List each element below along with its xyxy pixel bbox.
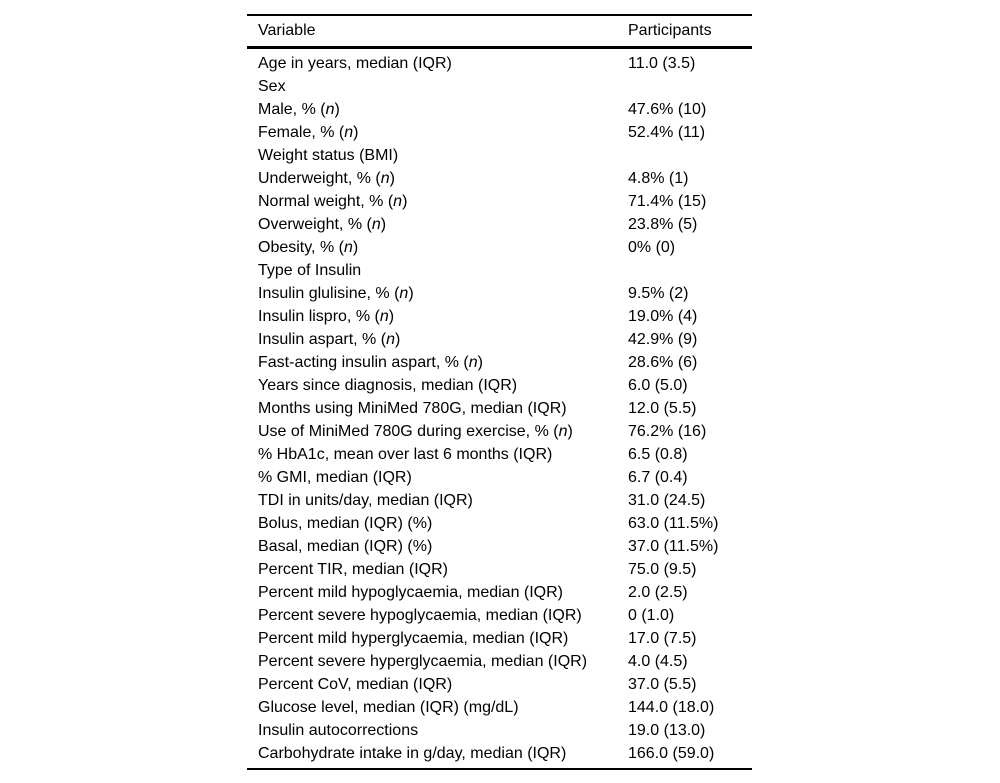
table-row: Insulin aspart, % (n) 42.9% (9) [247,328,752,351]
row-label: Underweight, % (n) [258,169,395,187]
row-label: Percent CoV, median (IQR) [258,675,453,693]
table-row: Months using MiniMed 780G, median (IQR) 1… [247,397,752,420]
column-header-participants: Participants [628,22,712,39]
row-label: Percent mild hyperglycaemia, median (IQR… [258,629,569,647]
row-label: Sex [258,77,286,95]
row-label: Fast-acting insulin aspart, % (n) [258,353,483,371]
row-value: 75.0 (9.5) [628,560,697,578]
row-label: TDI in units/day, median (IQR) [258,491,473,509]
table-row: Use of MiniMed 780G during exercise, % (… [247,420,752,443]
table-row: Male, % (n) 47.6% (10) [247,98,752,121]
row-label: Insulin aspart, % (n) [258,330,401,348]
row-value: 19.0 (13.0) [628,721,706,739]
table-row: Bolus, median (IQR) (%) 63.0 (11.5%) [247,512,752,535]
table-row: Age in years, median (IQR) 11.0 (3.5) [247,52,752,75]
row-label: Use of MiniMed 780G during exercise, % (… [258,422,573,440]
row-label: Glucose level, median (IQR) (mg/dL) [258,698,519,716]
table-row: Weight status (BMI) [247,144,752,167]
row-value: 19.0% (4) [628,307,698,325]
table-row: Glucose level, median (IQR) (mg/dL) 144.0… [247,696,752,719]
row-label: Percent TIR, median (IQR) [258,560,448,578]
row-label: Percent mild hypoglycaemia, median (IQR) [258,583,564,601]
row-label: % GMI, median (IQR) [258,468,412,486]
row-label: Normal weight, % (n) [258,192,408,210]
row-value: 17.0 (7.5) [628,629,697,647]
row-value: 37.0 (11.5%) [628,537,719,555]
row-value: 28.6% (6) [628,353,698,371]
table-row: Underweight, % (n) 4.8% (1) [247,167,752,190]
row-label: Overweight, % (n) [258,215,387,233]
table-row: % HbA1c, mean over last 6 months (IQR) 6.… [247,443,752,466]
table-row: Percent mild hypoglycaemia, median (IQR)… [247,581,752,604]
table-row: Female, % (n) 52.4% (11) [247,121,752,144]
row-value: 6.0 (5.0) [628,376,688,394]
row-label: Obesity, % (n) [258,238,359,256]
table-row: Sex [247,75,752,98]
row-value: 11.0 (3.5) [628,54,696,72]
row-label: Years since diagnosis, median (IQR) [258,376,518,394]
row-value: 12.0 (5.5) [628,399,697,417]
row-value: 2.0 (2.5) [628,583,688,601]
row-value: 0 (1.0) [628,606,675,624]
table-row: Type of Insulin [247,259,752,282]
row-value: 4.8% (1) [628,169,689,187]
row-label: Months using MiniMed 780G, median (IQR) [258,399,567,417]
row-value: 63.0 (11.5%) [628,514,719,532]
row-label: Bolus, median (IQR) (%) [258,514,433,532]
table-row: TDI in units/day, median (IQR) 31.0 (24.5… [247,489,752,512]
row-value: 37.0 (5.5) [628,675,697,693]
row-value: 166.0 (59.0) [628,744,715,762]
row-value: 0% (0) [628,238,676,256]
row-value: 52.4% (11) [628,123,706,141]
participants-table: Variable Participants Age in years, medi… [247,14,752,770]
column-header-variable: Variable [258,22,316,39]
row-value: 144.0 (18.0) [628,698,715,716]
table-row: Insulin autocorrections 19.0 (13.0) [247,719,752,742]
row-value: 42.9% (9) [628,330,698,348]
table-row: Overweight, % (n) 23.8% (5) [247,213,752,236]
table-header-row: Variable Participants [247,16,752,49]
table-row: Insulin glulisine, % (n) 9.5% (2) [247,282,752,305]
row-label: Percent severe hypoglycaemia, median (IQ… [258,606,582,624]
row-label: Type of Insulin [258,261,362,279]
table-row: Obesity, % (n) 0% (0) [247,236,752,259]
table-row: Insulin lispro, % (n) 19.0% (4) [247,305,752,328]
row-value: 23.8% (5) [628,215,698,233]
row-value: 4.0 (4.5) [628,652,688,670]
row-label: Carbohydrate intake in g/day, median (IQ… [258,744,567,762]
table-row: Percent severe hyperglycaemia, median (I… [247,650,752,673]
row-label: Percent severe hyperglycaemia, median (I… [258,652,588,670]
table-body: Age in years, median (IQR) 11.0 (3.5) Sex M… [247,49,752,768]
row-label: Insulin autocorrections [258,721,419,739]
table-row: Percent severe hypoglycaemia, median (IQ… [247,604,752,627]
row-label: Weight status (BMI) [258,146,399,164]
table-row: Fast-acting insulin aspart, % (n) 28.6% (… [247,351,752,374]
table-row: Percent TIR, median (IQR) 75.0 (9.5) [247,558,752,581]
row-label: % HbA1c, mean over last 6 months (IQR) [258,445,553,463]
row-value: 76.2% (16) [628,422,707,440]
table-row: Basal, median (IQR) (%) 37.0 (11.5%) [247,535,752,558]
row-label: Insulin lispro, % (n) [258,307,395,325]
row-value: 71.4% (15) [628,192,707,210]
row-value: 9.5% (2) [628,284,689,302]
table-row: Percent CoV, median (IQR) 37.0 (5.5) [247,673,752,696]
table-row: Percent mild hyperglycaemia, median (IQR… [247,627,752,650]
row-value: 47.6% (10) [628,100,707,118]
table-row: Years since diagnosis, median (IQR) 6.0 (… [247,374,752,397]
table-row: % GMI, median (IQR) 6.7 (0.4) [247,466,752,489]
row-value: 31.0 (24.5) [628,491,706,509]
row-label: Male, % (n) [258,100,340,118]
table-row: Normal weight, % (n) 71.4% (15) [247,190,752,213]
table-row: Carbohydrate intake in g/day, median (IQ… [247,742,752,765]
row-label: Female, % (n) [258,123,359,141]
row-label: Basal, median (IQR) (%) [258,537,433,555]
row-label: Age in years, median (IQR) [258,54,452,72]
row-label: Insulin glulisine, % (n) [258,284,414,302]
row-value: 6.7 (0.4) [628,468,688,486]
row-value: 6.5 (0.8) [628,445,688,463]
